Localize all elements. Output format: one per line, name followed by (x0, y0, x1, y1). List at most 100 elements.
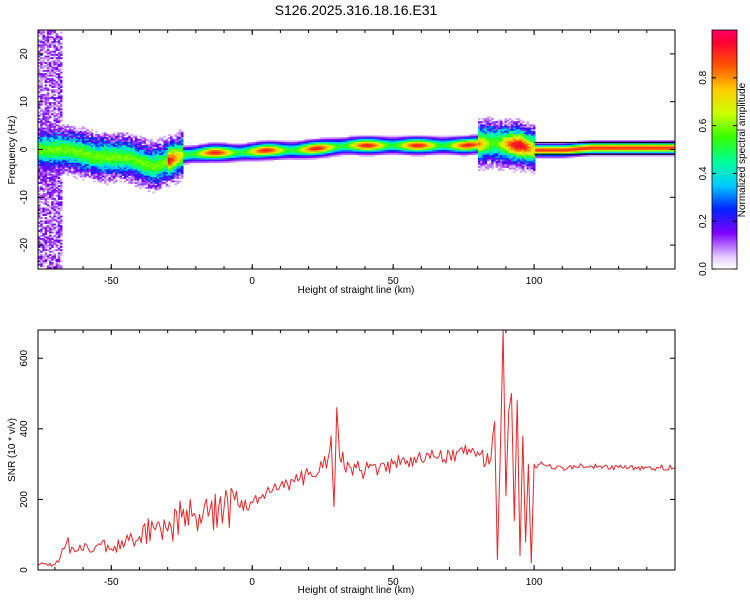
spectrogram-cell (324, 143, 327, 146)
spectrogram-cell (176, 132, 180, 135)
spectrogram-cell (154, 175, 158, 178)
spectrogram-cell (38, 111, 41, 114)
spectrogram-cell (478, 126, 481, 128)
spectrogram-cell (264, 159, 268, 162)
spectrogram-cell (51, 193, 54, 196)
spectrogram-cell (513, 142, 516, 144)
spectrogram-cell (128, 172, 131, 175)
spectrogram-cell (456, 150, 459, 152)
spectrogram-cell (108, 158, 111, 160)
spectrogram-cell (143, 153, 147, 156)
spectrogram-cell (51, 162, 54, 165)
spectrogram-cell (60, 97, 63, 100)
spectrogram-cell (196, 159, 199, 162)
spectrogram-cell (251, 151, 254, 154)
spectrogram-cell (321, 145, 325, 148)
spectrogram-cell (46, 44, 50, 47)
spectrogram-cell (304, 148, 307, 151)
spectrogram-cell (40, 94, 43, 96)
spectrogram-cell (374, 146, 378, 149)
spectrogram-cell (44, 89, 48, 92)
spectrogram-cell (178, 177, 182, 180)
spectrogram-cell (117, 137, 120, 140)
spectrogram-cell (55, 225, 59, 228)
spectrogram-cell (236, 153, 239, 156)
spectrogram-cell (139, 150, 142, 152)
spectrogram-cell (414, 148, 417, 151)
spectrogram-cell (51, 151, 54, 154)
spectrogram-cell (38, 106, 41, 109)
spectrogram-cell (500, 119, 503, 122)
spectrogram-cell (167, 134, 171, 136)
spectrogram-cell (209, 153, 213, 156)
spectrogram-cell (225, 146, 228, 149)
spectrogram-cell (491, 156, 494, 159)
spectrogram-cell (79, 170, 83, 173)
spectrogram-cell (40, 250, 43, 253)
spectrogram-cell (108, 169, 111, 172)
spectrogram-cell (262, 142, 265, 144)
spectrogram-cell (511, 124, 514, 127)
spectrogram-cell (57, 87, 61, 90)
spectrogram-cell (218, 156, 221, 159)
spectrogram-cell (313, 154, 316, 157)
spectrogram-cell (42, 31, 45, 34)
spectrogram-cell (55, 239, 59, 242)
spectrogram-cell (242, 150, 246, 152)
spectrogram-cell (396, 135, 400, 138)
spectrogram-cell (218, 154, 221, 157)
spectrogram-cell (60, 164, 63, 167)
spectrogram-cell (38, 258, 41, 261)
spectrogram-cell (51, 135, 54, 138)
spectrogram-cell (55, 82, 59, 85)
spectrogram-cell (152, 158, 155, 160)
spectrogram-cell (165, 159, 169, 162)
spectrogram-cell (132, 148, 136, 151)
spectrogram-cell (449, 140, 452, 143)
spectrogram-cell (165, 166, 169, 168)
spectrogram-cell (372, 145, 375, 148)
spectrogram-cell (478, 158, 481, 160)
spectrogram-cell (326, 154, 329, 157)
spectrogram-cell (359, 142, 362, 144)
spectrogram-cell (90, 151, 94, 154)
spectrogram-cell (90, 156, 94, 159)
spectrogram-cell (115, 170, 118, 173)
spectrogram-cell (176, 161, 180, 164)
spectrogram-cell (403, 145, 406, 148)
spectrogram-cell (60, 116, 63, 119)
spectrogram-cell (110, 148, 114, 151)
spectrogram-cell (416, 143, 419, 146)
spectrogram-cell (68, 164, 72, 167)
spectrogram-cell (88, 140, 92, 143)
spectrogram-cell (53, 66, 56, 69)
spectrogram-cell (315, 150, 318, 152)
spectrogram-cell (302, 143, 305, 146)
spectrogram-cell (264, 148, 268, 151)
spectrogram-cell (90, 164, 94, 167)
spectrogram-cell (165, 161, 169, 164)
spectrogram-cell (192, 150, 195, 152)
spectrogram-cell (53, 68, 56, 71)
spectrogram-cell (233, 146, 237, 149)
spectrogram-cell (38, 255, 41, 258)
spectrogram-cell (174, 161, 177, 164)
spectrogram-cell (44, 145, 48, 148)
spectrogram-cell (240, 156, 243, 159)
spectrogram-cell (387, 151, 391, 154)
spectrogram-cell (489, 124, 492, 127)
spectrogram-cell (49, 124, 52, 127)
spectrogram-cell (442, 145, 446, 148)
spectrogram-cell (376, 148, 380, 151)
spectrogram-cell (390, 138, 393, 141)
spectrogram-cell (423, 150, 426, 152)
spectrogram-cell (49, 159, 52, 162)
spectrogram-cell (93, 135, 96, 138)
spectrogram-cell (40, 143, 43, 146)
spectrogram-cell (55, 140, 59, 143)
spectrogram-cell (181, 169, 184, 172)
spectrogram-cell (145, 167, 149, 170)
spectrogram-cell (141, 167, 144, 170)
spectrogram-cell (508, 129, 512, 132)
spectrogram-cell (38, 143, 41, 146)
